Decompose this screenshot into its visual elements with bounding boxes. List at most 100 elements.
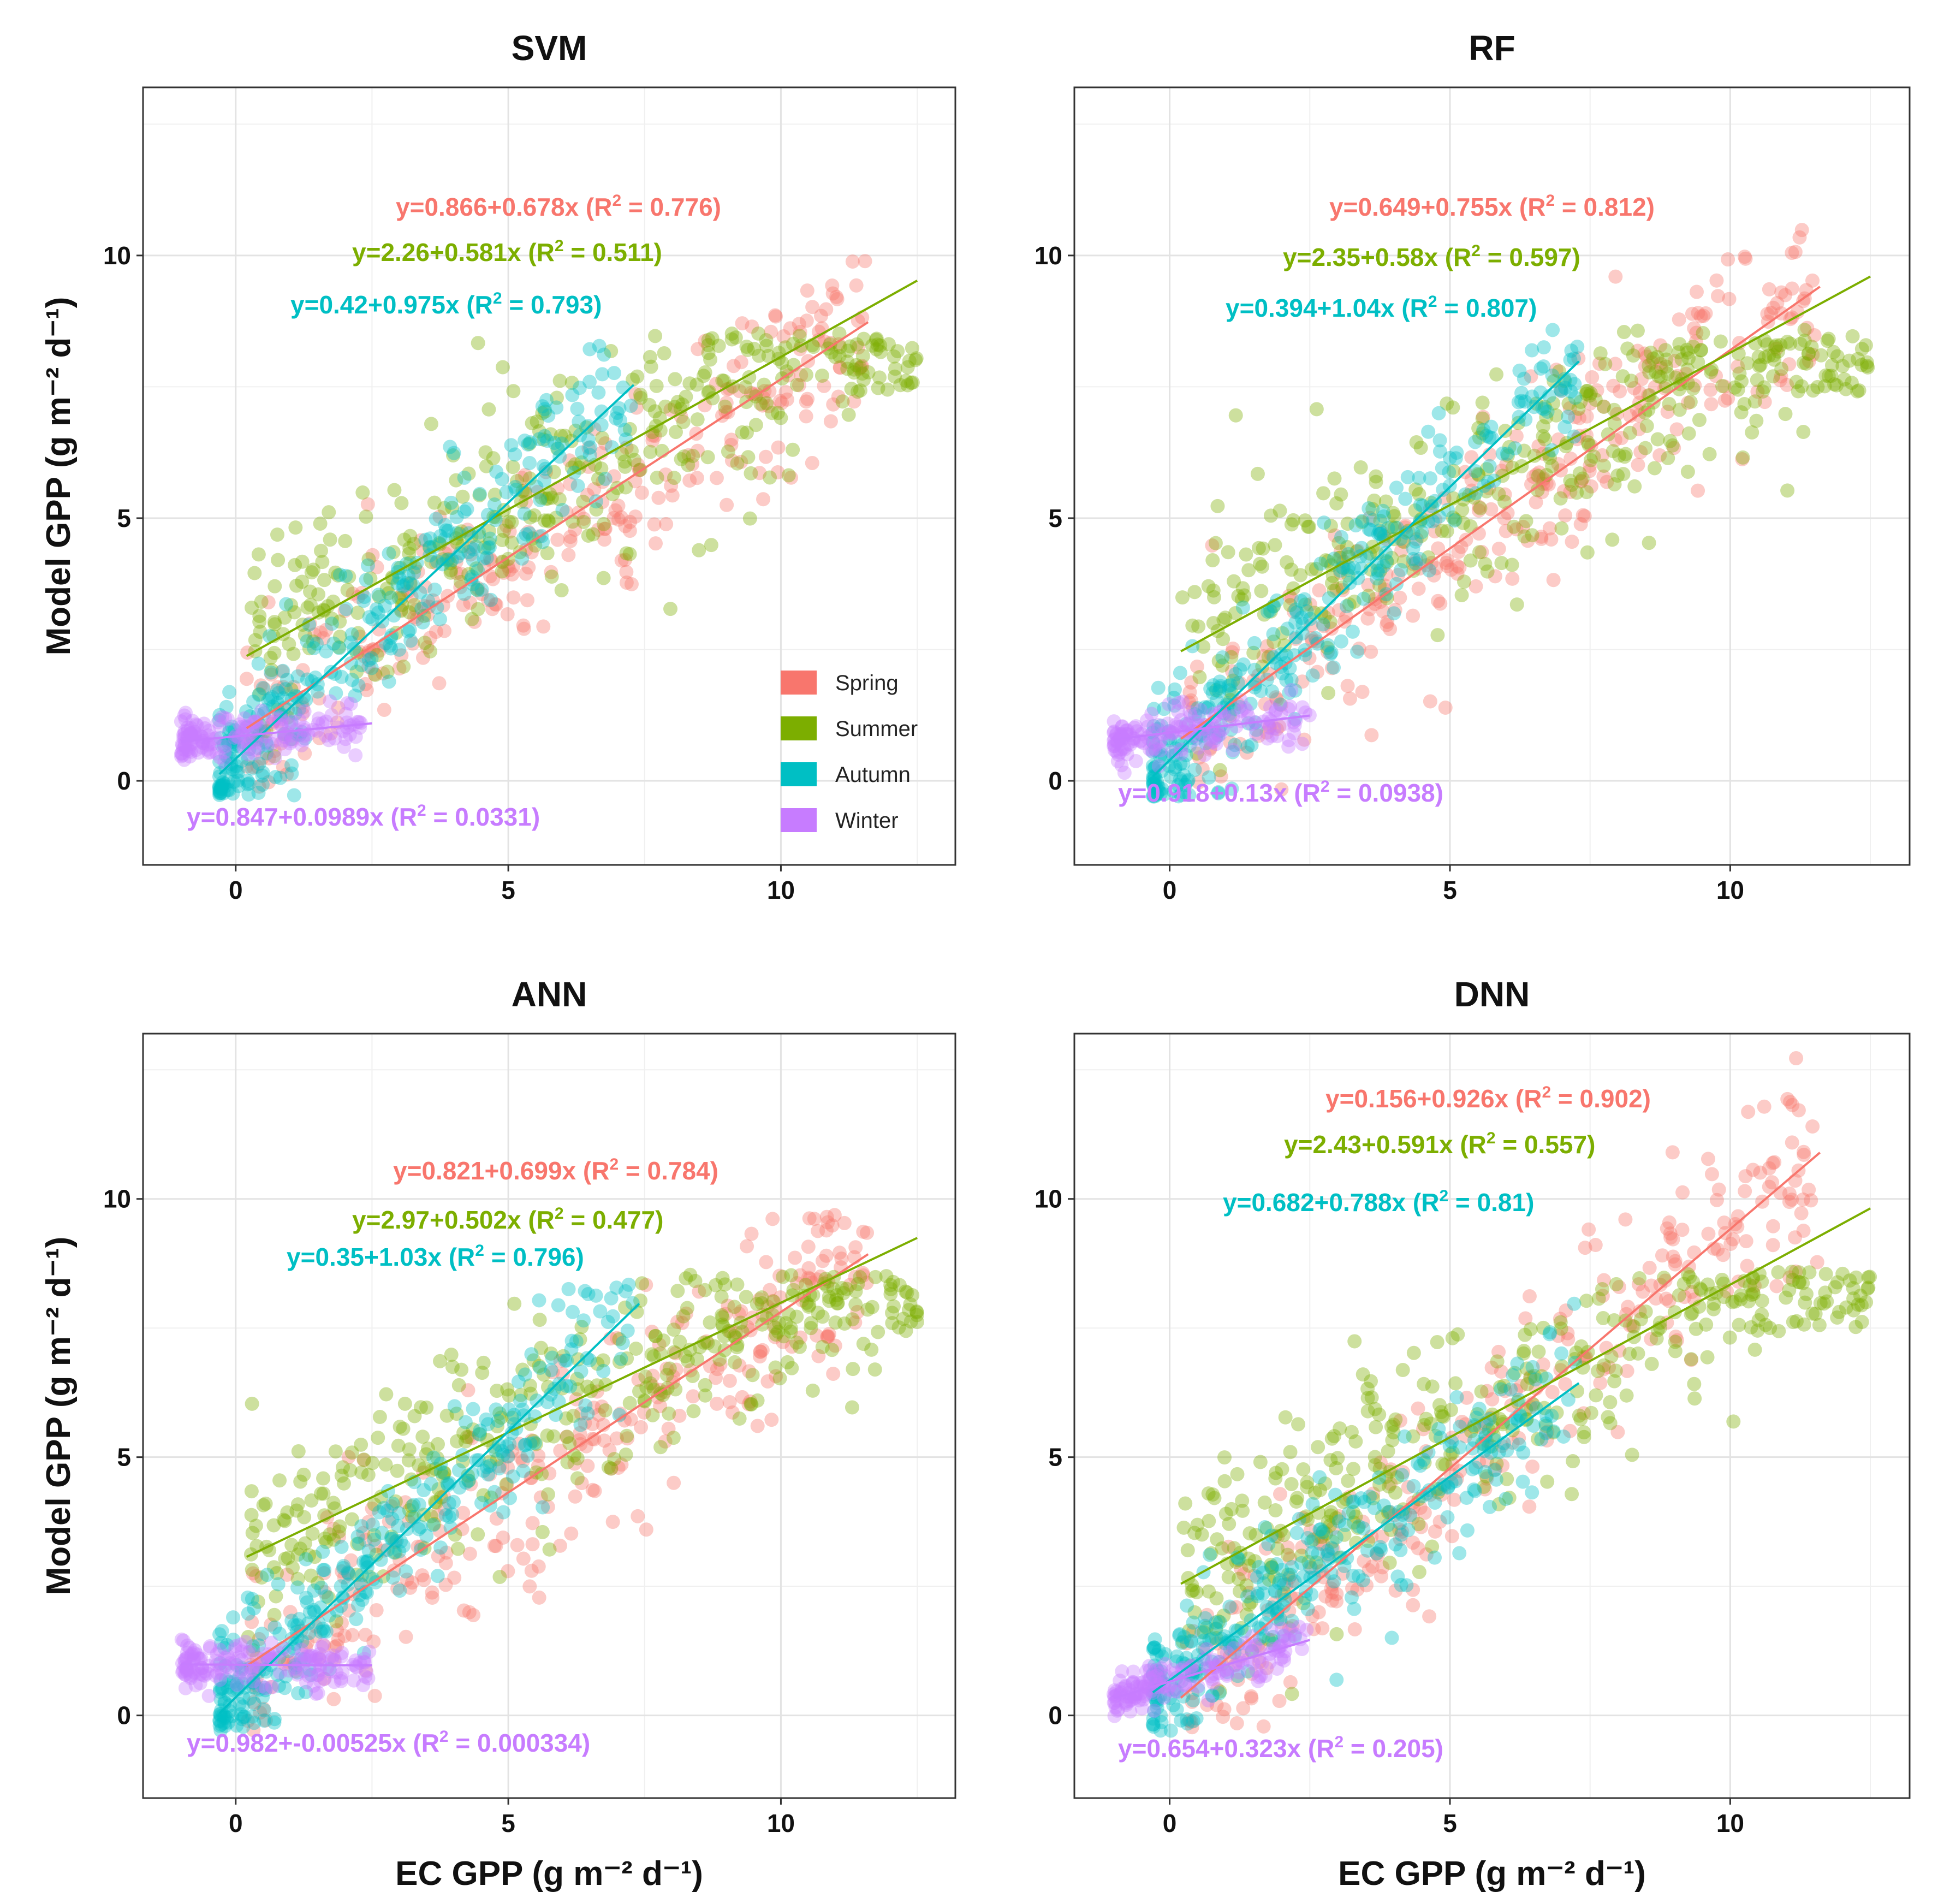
point-spring [667, 1475, 681, 1490]
point-spring [240, 645, 255, 660]
point-summer [1802, 1265, 1817, 1280]
point-summer [417, 608, 431, 623]
point-summer [1597, 459, 1612, 473]
point-summer [759, 333, 774, 348]
point-summer [267, 617, 282, 632]
point-summer [1672, 1288, 1686, 1303]
point-spring [1184, 693, 1198, 708]
point-spring [1429, 561, 1443, 576]
point-winter [319, 714, 334, 729]
point-winter [201, 1688, 216, 1703]
point-winter [1209, 737, 1223, 751]
point-autumn [392, 571, 407, 585]
point-autumn [1146, 776, 1161, 791]
point-spring [250, 759, 265, 774]
point-summer [1580, 383, 1595, 398]
point-spring [1770, 296, 1785, 311]
point-winter [1193, 703, 1208, 717]
point-winter [1107, 1709, 1122, 1723]
point-autumn [369, 602, 384, 616]
equation-autumn: y=0.42+0.975x (R2 = 0.793) [290, 289, 602, 319]
point-autumn [317, 1563, 332, 1577]
point-summer [682, 376, 697, 391]
point-spring [800, 392, 815, 406]
point-autumn [1279, 649, 1294, 663]
point-spring [849, 278, 864, 293]
point-spring [793, 324, 807, 339]
point-spring [1645, 355, 1660, 370]
point-summer [1765, 369, 1780, 384]
point-summer [315, 555, 330, 570]
point-spring [1440, 559, 1455, 573]
point-spring [681, 448, 696, 462]
point-summer [1435, 524, 1449, 538]
point-spring [1774, 369, 1788, 384]
point-summer [1263, 604, 1278, 619]
point-summer [781, 468, 796, 483]
point-autumn [1452, 1546, 1467, 1561]
point-summer [1647, 461, 1662, 476]
point-autumn [625, 1296, 640, 1310]
point-summer [783, 1324, 798, 1339]
equation-summer: y=2.35+0.58x (R2 = 0.597) [1283, 242, 1580, 271]
point-summer [1210, 1532, 1224, 1547]
point-summer [522, 471, 537, 486]
point-autumn [1327, 1574, 1341, 1589]
point-summer [1517, 529, 1532, 544]
point-winter [190, 718, 205, 733]
point-summer [387, 483, 402, 497]
point-spring [1534, 529, 1549, 544]
point-spring [1529, 467, 1544, 482]
point-summer [1606, 444, 1620, 459]
point-summer [252, 687, 267, 702]
point-winter [217, 739, 232, 754]
point-summer [245, 1396, 259, 1411]
point-spring [1262, 720, 1277, 734]
point-spring [1570, 432, 1584, 447]
point-autumn [620, 1324, 635, 1338]
point-spring [682, 473, 697, 488]
point-spring [1380, 614, 1395, 629]
point-summer [778, 340, 793, 355]
point-summer [1804, 340, 1819, 354]
point-summer [1826, 345, 1841, 359]
point-summer [739, 339, 754, 354]
point-summer [1246, 645, 1261, 660]
point-summer [1372, 578, 1387, 593]
point-summer [1565, 1487, 1579, 1502]
point-spring [1593, 1375, 1608, 1390]
point-summer [748, 418, 763, 432]
point-winter [1126, 1664, 1141, 1679]
point-autumn [583, 440, 598, 455]
point-autumn [1167, 682, 1182, 697]
point-autumn [225, 737, 240, 752]
point-summer [1589, 1388, 1603, 1403]
point-spring [1422, 1609, 1437, 1624]
point-autumn [1556, 1429, 1571, 1444]
point-summer [652, 411, 667, 426]
point-summer [1715, 378, 1730, 393]
legend-label-autumn: Autumn [835, 763, 911, 787]
point-autumn [1337, 1559, 1352, 1574]
point-summer [1752, 359, 1767, 373]
point-summer [1408, 503, 1423, 518]
point-autumn [1235, 600, 1250, 615]
fit-line-autumn [218, 384, 635, 775]
plot-area [1074, 87, 1910, 865]
point-spring [520, 593, 535, 608]
point-spring [522, 1579, 537, 1594]
point-autumn [1472, 1402, 1487, 1416]
point-spring [361, 660, 376, 674]
point-autumn [349, 1612, 364, 1627]
point-summer [873, 338, 888, 353]
point-spring [1574, 473, 1589, 488]
point-summer [522, 436, 537, 451]
point-spring [360, 497, 375, 512]
point-summer [1658, 343, 1673, 358]
point-summer [527, 508, 542, 523]
point-summer [1539, 410, 1554, 425]
point-summer [887, 349, 901, 364]
point-autumn [239, 704, 254, 719]
point-spring [1584, 479, 1598, 494]
point-autumn [1514, 385, 1529, 400]
